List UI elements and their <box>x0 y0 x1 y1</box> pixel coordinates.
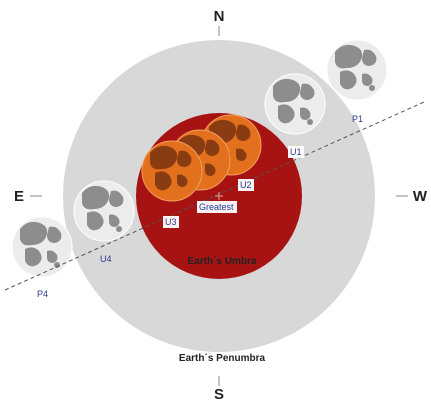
contact-label-p4: P4 <box>37 289 48 299</box>
moon-p4 <box>11 216 73 278</box>
contact-box-u1 <box>288 146 304 158</box>
contact-label-p1: P1 <box>352 114 363 124</box>
compass-west: W <box>413 188 428 205</box>
umbra-label: Earth´s Umbra <box>188 256 257 267</box>
moon-u3 <box>141 140 203 202</box>
contact-box-u3 <box>163 216 179 228</box>
contact-label-u1: U1 <box>290 147 302 157</box>
contact-label-u2: U2 <box>240 180 252 190</box>
compass-east: E <box>14 188 24 205</box>
compass-ticks <box>30 26 408 386</box>
contact-label-greatest: Greatest <box>199 202 234 212</box>
contact-box-u2 <box>238 179 254 191</box>
contact-label-u3: U3 <box>165 217 177 227</box>
penumbra-label: Earth´s Penumbra <box>179 353 266 364</box>
moon-u1 <box>264 73 326 135</box>
compass-north: N <box>214 8 225 25</box>
compass-south: S <box>214 386 224 401</box>
moon-p1 <box>326 39 388 101</box>
contact-box-greatest <box>197 201 237 213</box>
shadow-center-marker <box>215 192 223 200</box>
moon-u4 <box>73 180 135 242</box>
contact-label-u4: U4 <box>100 254 112 264</box>
